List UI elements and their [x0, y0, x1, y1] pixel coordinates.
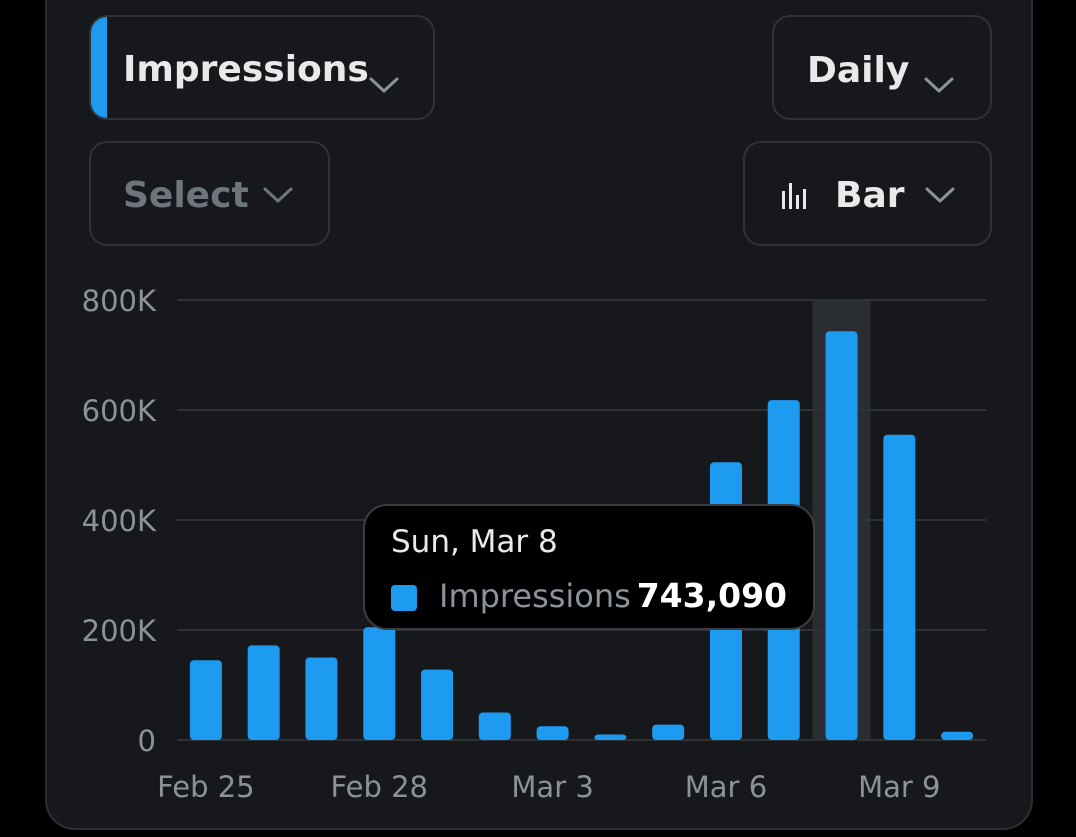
y-tick-label: 200K: [82, 614, 157, 648]
bar: [941, 731, 974, 740]
x-tick-label: Feb 25: [157, 770, 254, 804]
tooltip-series-label: Impressions: [439, 577, 631, 615]
period-dropdown[interactable]: Daily: [772, 15, 992, 120]
bar: [189, 660, 222, 740]
tooltip-series-swatch: [391, 585, 417, 611]
y-tick-label: 800K: [82, 284, 157, 318]
bar: [421, 669, 454, 740]
bar: [305, 657, 338, 740]
bar-chart-icon: [782, 183, 806, 209]
y-tick-label: 600K: [82, 394, 157, 428]
y-tick-label: 0: [138, 724, 156, 758]
chart-tooltip: Sun, Mar 8 Impressions 743,090: [363, 504, 815, 630]
chart-type-dropdown-label: Bar: [835, 175, 905, 216]
x-tick-label: Mar 6: [685, 770, 767, 804]
bar: [247, 645, 280, 740]
x-tick-label: Feb 28: [331, 770, 428, 804]
bar: [594, 734, 627, 740]
chevron-down-icon: [369, 77, 399, 93]
metric-color-indicator: [91, 17, 107, 118]
bar: [536, 726, 569, 740]
tooltip-date: Sun, Mar 8: [391, 524, 558, 560]
chart-type-dropdown[interactable]: Bar: [743, 141, 992, 246]
period-dropdown-label: Daily: [807, 50, 910, 91]
chevron-down-icon: [263, 187, 293, 203]
bar: [478, 712, 511, 740]
metric-dropdown-label: Impressions: [123, 49, 369, 90]
bar: [652, 724, 685, 740]
bar: [825, 331, 858, 740]
chevron-down-icon: [925, 187, 955, 203]
x-tick-label: Mar 3: [511, 770, 593, 804]
tooltip-value: 743,090: [636, 576, 787, 615]
compare-dropdown[interactable]: Select: [89, 141, 330, 246]
chevron-down-icon: [924, 77, 954, 93]
bar: [883, 434, 916, 740]
bar: [363, 627, 396, 740]
y-tick-label: 400K: [82, 504, 157, 538]
x-tick-label: Mar 9: [858, 770, 940, 804]
metric-dropdown[interactable]: Impressions: [89, 15, 435, 120]
compare-dropdown-label: Select: [123, 175, 249, 216]
